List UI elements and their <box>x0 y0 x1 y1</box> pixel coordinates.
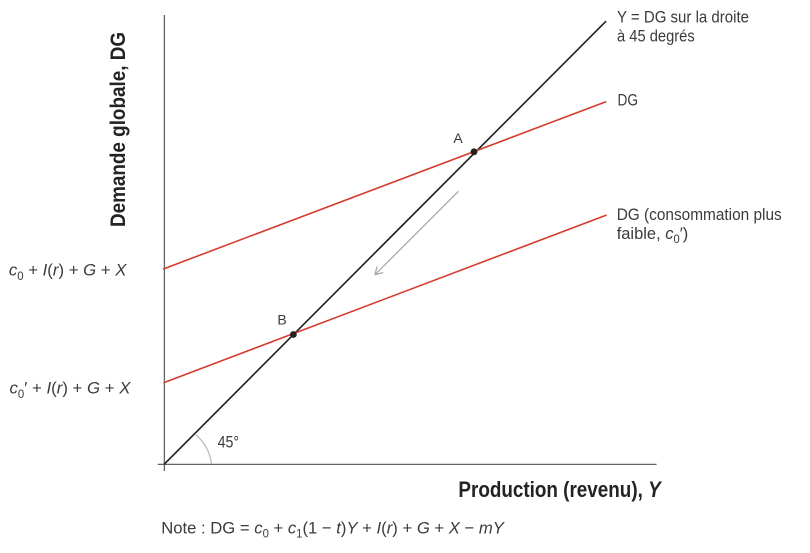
svg-text:Production (revenu), Y: Production (revenu), Y <box>458 477 662 502</box>
svg-text:c0′ + I(r) + G + X: c0′ + I(r) + G + X <box>10 379 132 401</box>
svg-text:Note : DG = c0 + c1(1 − t)Y +: Note : DG = c0 + c1(1 − t)Y + I(r) + G +… <box>161 519 505 541</box>
svg-text:c0 + I(r) + G + X: c0 + I(r) + G + X <box>9 261 127 283</box>
svg-text:DG (consommation plus: DG (consommation plus <box>617 205 782 224</box>
svg-text:Demande globale, DG: Demande globale, DG <box>107 32 130 227</box>
svg-text:à 45 degrés: à 45 degrés <box>617 26 695 45</box>
svg-text:Y = DG sur la droite: Y = DG sur la droite <box>617 7 749 26</box>
svg-text:B: B <box>277 311 286 327</box>
svg-text:faible, c0′): faible, c0′) <box>617 224 689 246</box>
svg-text:DG: DG <box>618 91 639 110</box>
svg-text:45°: 45° <box>218 433 240 452</box>
svg-text:A: A <box>453 130 463 146</box>
